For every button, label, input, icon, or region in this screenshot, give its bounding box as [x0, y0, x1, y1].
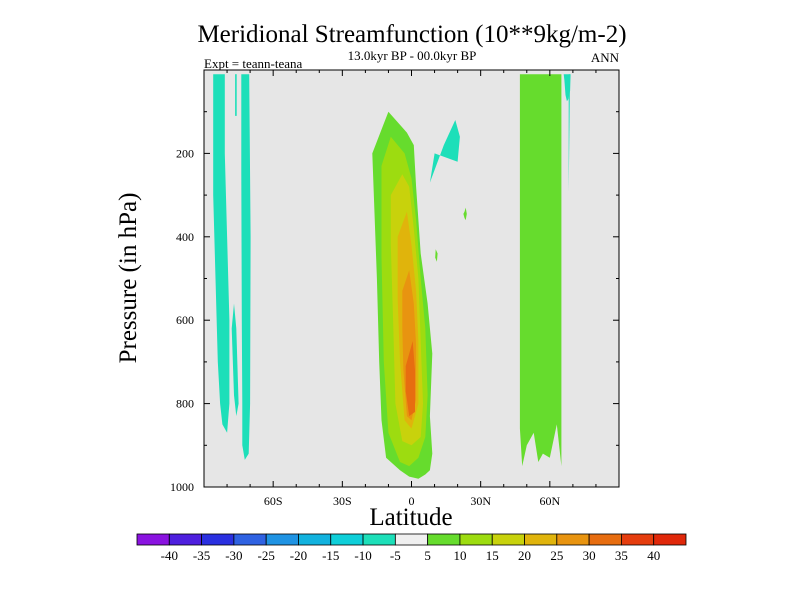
y-axis: 200 400 600 800 1000 [170, 111, 619, 494]
chart-title: Meridional Streamfunction (10**9kg/m-2) [197, 21, 626, 48]
colorbar-label: -10 [354, 548, 371, 563]
colorbar-swatch [459, 533, 493, 546]
colorbar-swatch [362, 533, 396, 546]
colorbar-swatch [298, 533, 332, 546]
colorbar-label: 5 [424, 548, 431, 563]
contour-sh-polar-filament [235, 74, 237, 116]
colorbar-label: -20 [290, 548, 307, 563]
colorbar-swatch [491, 533, 525, 546]
colorbar-label: -35 [193, 548, 210, 563]
colorbar: -40 -35 -30 -25 -20 -15 -10 -5 5 10 15 20 25 30 35 40 [136, 533, 687, 563]
colorbar-swatch [233, 533, 267, 546]
right-string: ANN [591, 50, 620, 65]
y-axis-label: Pressure (in hPa) [115, 193, 142, 364]
colorbar-swatch [201, 533, 235, 546]
colorbar-swatch [556, 533, 590, 546]
y-tick-label: 800 [176, 397, 194, 411]
colorbar-swatch [394, 533, 429, 546]
x-tick-label: 30S [333, 494, 352, 508]
colorbar-label: -25 [258, 548, 275, 563]
colorbar-label: 15 [486, 548, 499, 563]
y-tick-label: 1000 [170, 480, 194, 494]
contour-upper-sh-blob [429, 120, 460, 183]
x-tick-label: 60S [264, 494, 283, 508]
colorbar-label: 30 [583, 548, 596, 563]
colorbar-swatch [427, 533, 461, 546]
colorbar-swatch [168, 533, 202, 546]
contour-sh-polar-cell-b [231, 303, 239, 417]
chart-subtitle: 13.0kyr BP - 00.0kyr BP [348, 48, 477, 63]
contour-upper-nh-dot [435, 249, 438, 262]
colorbar-swatch [265, 533, 299, 546]
colorbar-swatch [621, 533, 655, 546]
colorbar-label: 20 [518, 548, 531, 563]
x-tick-label: 0 [409, 494, 415, 508]
colorbar-label: -30 [225, 548, 242, 563]
contour-upper-nh-blob [463, 207, 467, 221]
x-axis-label: Latitude [369, 504, 452, 531]
x-tick-label: 60N [539, 494, 560, 508]
contour-sh-polar-cell-a [213, 74, 230, 433]
colorbar-swatch [330, 533, 364, 546]
colorbar-swatch [653, 533, 687, 546]
contour-sh-polar-cell-c [241, 74, 251, 460]
y-tick-label: 600 [176, 313, 194, 327]
colorbar-swatch [588, 533, 622, 546]
y-tick-label: 400 [176, 230, 194, 244]
contour-nh-mid-cell [519, 74, 562, 467]
colorbar-label: 40 [647, 548, 660, 563]
contour-nh-high-filament [568, 74, 571, 191]
colorbar-label: 10 [453, 548, 466, 563]
colorbar-swatch [136, 533, 170, 546]
colorbar-label: 35 [615, 548, 628, 563]
x-tick-label: 30N [470, 494, 491, 508]
x-axis: 60S 30S 0 30N 60N [226, 70, 597, 508]
colorbar-swatch [524, 533, 558, 546]
contour-hadley-anomaly-30 [405, 341, 415, 417]
colorbar-label: -40 [161, 548, 178, 563]
y-tick-label: 200 [176, 146, 194, 160]
colorbar-label: -5 [390, 548, 401, 563]
colorbar-label: -15 [322, 548, 339, 563]
colorbar-label: 25 [550, 548, 563, 563]
left-string: Expt = teann-teana [204, 56, 303, 71]
contour-regions [213, 74, 571, 479]
